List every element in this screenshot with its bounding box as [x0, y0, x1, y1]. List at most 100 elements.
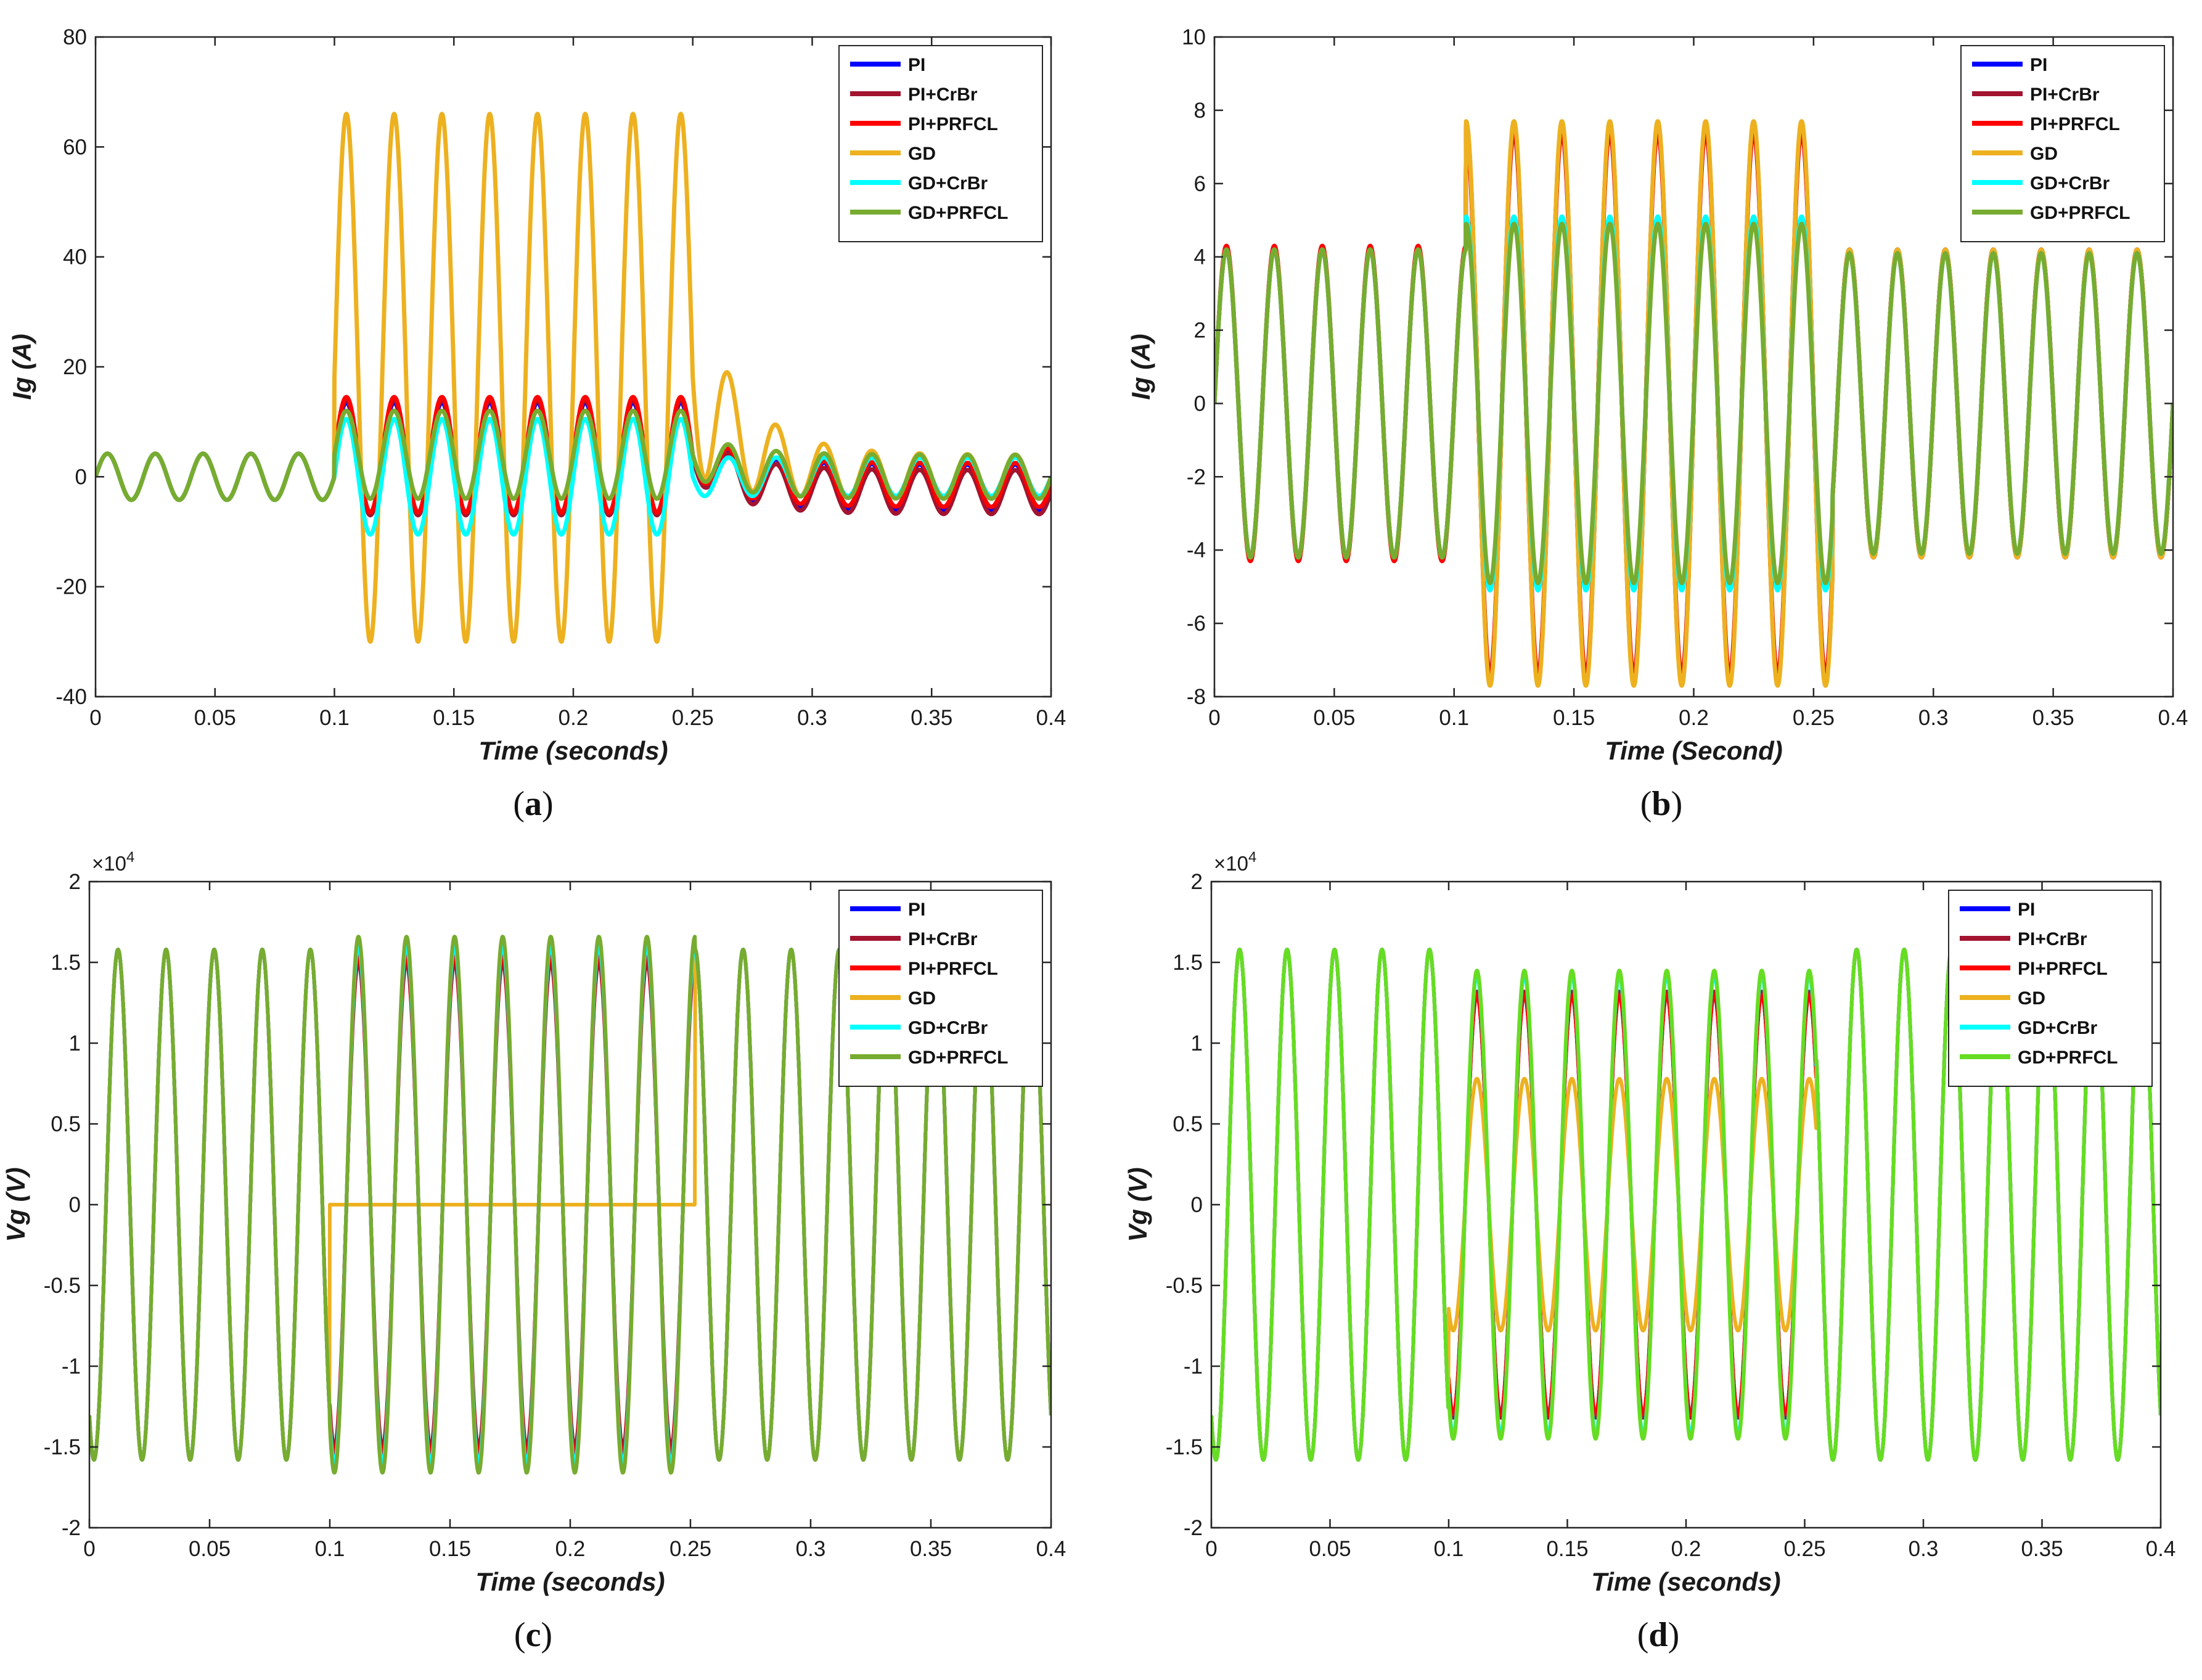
y-tick-label: 4 [1194, 245, 1206, 269]
series-line-gd-prfcl [96, 408, 1051, 502]
y-tick-label: 6 [1194, 172, 1206, 196]
y-tick-label: 2 [1191, 870, 1203, 894]
x-tick-label: 0.2 [559, 706, 589, 730]
y-tick-label: -1 [1184, 1354, 1203, 1379]
legend-label: PI+PRFCL [2030, 114, 2120, 134]
x-tick-label: 0.3 [796, 1537, 826, 1561]
x-tick-label: 0.35 [910, 1537, 952, 1561]
y-tick-label: -2 [1187, 465, 1206, 489]
legend-label: PI+CrBr [908, 84, 978, 105]
x-tick-label: 0.05 [189, 1537, 231, 1561]
y-tick-label: -4 [1187, 538, 1206, 562]
x-tick-label: 0.4 [1036, 706, 1066, 730]
legend: PI PI+CrBr PI+PRFCL GD GD+CrBr GD+PRFCL [838, 890, 1043, 1087]
y-tick-label: -1.5 [1166, 1435, 1203, 1459]
x-tick-label: 0 [83, 1537, 95, 1561]
x-tick-label: 0.2 [1679, 706, 1709, 730]
y-tick-label: 80 [63, 25, 87, 49]
legend-label: GD [908, 988, 936, 1009]
panel-caption: (c) [514, 1616, 552, 1654]
y-tick-label: -0.5 [1166, 1274, 1203, 1298]
legend-label: PI [2018, 899, 2035, 920]
y-tick-label: -40 [55, 685, 87, 709]
x-tick-label: 0.15 [1546, 1537, 1588, 1561]
y-tick-label: 0.5 [51, 1112, 81, 1136]
x-tick-label: 0.35 [2032, 706, 2074, 730]
legend: PI PI+CrBr PI+PRFCL GD GD+CrBr GD+PRFCL [1960, 45, 2165, 242]
x-tick-label: 0.3 [797, 706, 827, 730]
x-tick-label: 0.25 [1783, 1537, 1825, 1561]
legend-label: GD [908, 144, 936, 164]
x-tick-label: 0.4 [1036, 1537, 1066, 1561]
legend-box [838, 890, 1043, 1087]
y-tick-label: -2 [62, 1516, 81, 1540]
y-tick-label: 1 [69, 1031, 81, 1055]
x-tick-label: 0.05 [194, 706, 236, 730]
chart-a: 0 0.05 0.1 0.15 0.2 0.25 0.3 0.35 0.4 -40 -20 0 20 40… [7, 25, 1066, 823]
series-line-gd-prfcl [1214, 221, 2173, 586]
y-tick-label: 0 [1191, 1193, 1203, 1217]
legend-label: GD [2030, 144, 2058, 164]
y-tick-label: 20 [63, 355, 87, 379]
y-axis-title: Vg (V) [1123, 1167, 1152, 1242]
chart-b: 0 0.05 0.1 0.15 0.2 0.25 0.3 0.35 0.4 -8 -6 -4 -2 0 2 4… [1126, 25, 2188, 823]
panel-caption: (b) [1640, 785, 1682, 823]
y-tick-label: -1.5 [44, 1435, 81, 1459]
y-tick-label: -1 [62, 1354, 81, 1379]
legend-label: GD+PRFCL [908, 203, 1009, 223]
x-tick-label: 0.35 [911, 706, 952, 730]
legend-label: GD+PRFCL [908, 1047, 1009, 1068]
legend-label: PI+CrBr [2018, 929, 2087, 949]
legend-label: PI [908, 899, 925, 920]
x-tick-label: 0.4 [2146, 1537, 2176, 1561]
y-tick-label: -2 [1184, 1516, 1203, 1540]
x-tick-label: 0.15 [433, 706, 475, 730]
x-tick-label: 0 [1205, 1537, 1217, 1561]
chart-d: 0 0.05 0.1 0.15 0.2 0.25 0.3 0.35 0.4 -2 -1.5 -1 -0.… [1123, 849, 2175, 1654]
legend-label: GD+PRFCL [2030, 203, 2130, 223]
y-axis-title: Ig (A) [7, 334, 36, 400]
legend: PI PI+CrBr PI+PRFCL GD GD+CrBr GD+PRFCL [838, 45, 1043, 242]
y-axis-title: Vg (V) [1, 1167, 30, 1242]
legend-box [838, 45, 1043, 242]
legend-box [1948, 890, 2153, 1087]
legend-label: PI+PRFCL [2018, 959, 2108, 979]
x-tick-label: 0.25 [669, 1537, 711, 1561]
y-exponent: ×104 [92, 849, 134, 875]
y-tick-label: 1 [1191, 1031, 1203, 1055]
x-tick-label: 0.05 [1313, 706, 1355, 730]
legend-box [1960, 45, 2165, 242]
y-tick-label: 60 [63, 135, 87, 159]
legend-label: PI [908, 55, 925, 75]
x-tick-label: 0 [1208, 706, 1220, 730]
y-tick-label: 10 [1182, 25, 1206, 49]
x-tick-label: 0.3 [1909, 1537, 1939, 1561]
x-tick-label: 0.25 [1793, 706, 1835, 730]
x-axis-title: Time (seconds) [478, 736, 668, 765]
x-tick-label: 0.2 [1671, 1537, 1701, 1561]
y-tick-label: -6 [1187, 612, 1206, 636]
y-exponent: ×104 [1214, 849, 1256, 875]
legend-label: GD+CrBr [2030, 173, 2110, 194]
legend-label: PI+PRFCL [908, 959, 998, 979]
y-tick-label: 0 [69, 1193, 81, 1217]
y-tick-label: 1.5 [1173, 951, 1203, 975]
x-tick-label: 0.25 [672, 706, 714, 730]
y-tick-label: -20 [55, 575, 87, 599]
y-tick-label: 0 [1194, 391, 1206, 416]
legend-label: GD+CrBr [908, 1018, 988, 1038]
x-tick-label: 0.15 [1553, 706, 1595, 730]
chart-c: 0 0.05 0.1 0.15 0.2 0.25 0.3 0.35 0.4 -2 -1.5 -1 -0.… [1, 849, 1066, 1654]
legend-label: GD+PRFCL [2018, 1047, 2118, 1068]
panel-caption: (a) [513, 785, 553, 823]
y-tick-label: 2 [1194, 319, 1206, 343]
y-tick-label: 2 [69, 870, 81, 894]
legend-label: GD+CrBr [908, 173, 988, 194]
series-group [96, 112, 1051, 644]
x-tick-label: 0.1 [1439, 706, 1469, 730]
x-tick-label: 0.1 [1434, 1537, 1464, 1561]
legend-label: GD+CrBr [2018, 1018, 2098, 1038]
x-tick-label: 0.3 [1918, 706, 1949, 730]
panel-caption: (d) [1637, 1616, 1679, 1654]
